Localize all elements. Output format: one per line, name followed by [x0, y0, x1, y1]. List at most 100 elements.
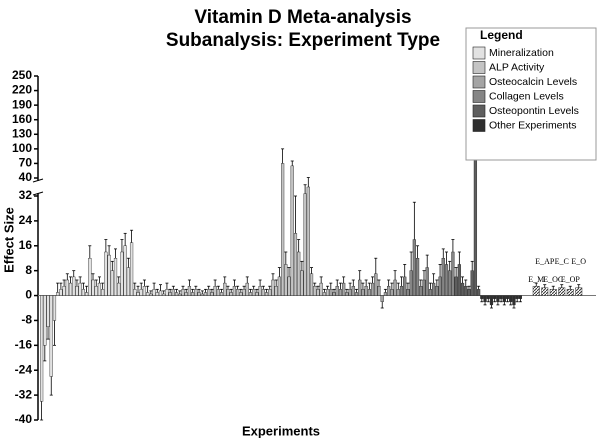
- error-bar: [329, 282, 333, 290]
- bar: [300, 270, 304, 296]
- bar: [396, 289, 400, 296]
- error-bar: [400, 276, 403, 287]
- error-bar: [46, 326, 50, 340]
- error-bar: [306, 177, 310, 187]
- error-bar: [165, 282, 169, 290]
- error-bar: [348, 282, 352, 290]
- bar: [345, 292, 349, 296]
- bar: [97, 282, 102, 296]
- bar: [470, 270, 474, 296]
- bar: [322, 292, 326, 296]
- bar: [293, 233, 298, 296]
- error-bar: [361, 282, 365, 290]
- error-bar: [197, 288, 201, 293]
- error-bar: [543, 284, 547, 288]
- bar: [264, 292, 269, 296]
- y-tick-label: 100: [12, 141, 32, 155]
- bar: [335, 286, 339, 296]
- bar: [117, 282, 121, 296]
- error-bar: [293, 195, 297, 234]
- bar: [62, 286, 66, 296]
- bar: [52, 295, 57, 321]
- error-bar: [200, 290, 204, 294]
- legend-box: [465, 27, 597, 161]
- error-bar: [432, 273, 436, 284]
- bar: [406, 289, 410, 296]
- legend-label: Osteopontin Levels: [489, 105, 579, 117]
- bar: [432, 282, 436, 296]
- y-tick-label: -16: [15, 338, 33, 352]
- error-bar: [184, 288, 188, 293]
- error-bar: [175, 288, 179, 293]
- error-bar: [271, 273, 275, 280]
- bar: [313, 286, 317, 296]
- error-bar: [499, 298, 503, 303]
- bar: [139, 289, 143, 296]
- bar: [271, 279, 275, 296]
- error-bar: [390, 282, 394, 290]
- error-bar: [242, 285, 246, 290]
- bar: [81, 289, 85, 296]
- bar: [40, 295, 44, 402]
- error-bar: [425, 254, 429, 268]
- bar: [348, 289, 352, 296]
- bar: [187, 286, 192, 296]
- error-bar: [94, 279, 98, 287]
- error-bar: [319, 276, 323, 284]
- error-bar: [428, 282, 432, 290]
- bar: [464, 286, 468, 296]
- y-tick-label: 32: [19, 188, 33, 202]
- bar: [457, 264, 461, 296]
- bar: [364, 286, 368, 296]
- error-bar: [297, 239, 301, 252]
- error-bar: [261, 285, 265, 290]
- bar: [88, 258, 92, 296]
- summary-label: E_OP: [561, 275, 581, 284]
- y-tick-label: 70: [19, 156, 33, 170]
- error-bar: [560, 284, 564, 288]
- error-bar: [464, 279, 468, 287]
- bar: [351, 286, 355, 296]
- bar: [281, 163, 285, 296]
- error-bar: [419, 279, 423, 287]
- y-tick-label: 24: [19, 213, 33, 227]
- chart-title: Vitamin D Meta-analysis: [194, 7, 411, 28]
- error-bar: [162, 290, 166, 294]
- error-bar: [268, 285, 272, 290]
- error-bar: [72, 270, 76, 277]
- error-bar: [146, 285, 150, 293]
- summary-label: E_M: [528, 275, 544, 284]
- bar: [290, 165, 294, 296]
- error-bar: [441, 248, 445, 259]
- error-bar: [117, 276, 121, 284]
- bar: [444, 264, 449, 296]
- bar: [126, 267, 130, 296]
- bar: [171, 289, 175, 296]
- error-bar: [107, 245, 111, 256]
- error-bar: [457, 251, 461, 265]
- error-bar: [310, 267, 314, 274]
- summary-bar: [558, 287, 566, 296]
- bar: [174, 292, 179, 296]
- legend-swatch: [472, 90, 486, 103]
- bar: [133, 289, 137, 296]
- error-bar: [316, 285, 320, 290]
- bar: [75, 286, 79, 296]
- error-bar: [149, 290, 153, 294]
- bar: [319, 282, 323, 296]
- summary-label: E_O: [571, 257, 586, 266]
- bar: [46, 295, 50, 327]
- error-bar: [152, 282, 156, 290]
- axis-break: [32, 178, 44, 183]
- bar: [245, 282, 249, 296]
- bar: [129, 242, 134, 296]
- error-bar: [409, 251, 413, 271]
- legend-label: Mineralization: [489, 47, 554, 59]
- error-bar: [577, 284, 581, 288]
- bar: [232, 286, 237, 296]
- bar: [387, 286, 391, 296]
- bar: [483, 295, 487, 302]
- error-bar: [448, 260, 452, 271]
- error-bar: [210, 288, 214, 293]
- error-bar: [290, 160, 294, 166]
